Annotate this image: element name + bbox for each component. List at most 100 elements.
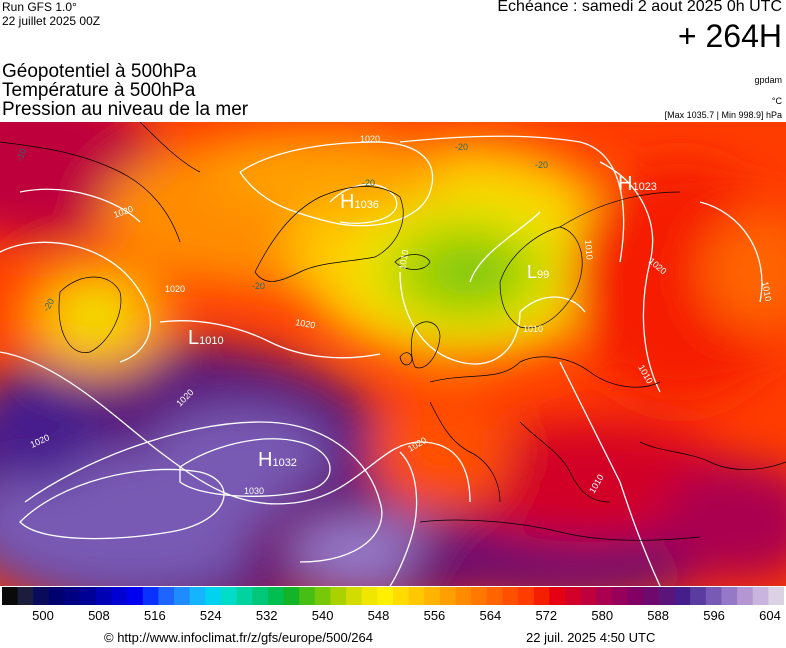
color-scale-swatch (17, 587, 34, 605)
color-scale-tick-label: 548 (367, 608, 390, 623)
color-scale-swatch (377, 587, 394, 605)
pressure-centers: H1036 H1032 H1023 L1010 L99 (188, 173, 657, 471)
color-scale-tick-label: 556 (423, 608, 446, 623)
unit-geopotential: gpdam (754, 75, 782, 85)
low-center-scandinavia: L99 (527, 262, 549, 282)
color-scale-swatch (674, 587, 691, 605)
coastlines (0, 122, 786, 541)
color-scale-tick-label: 596 (703, 608, 725, 623)
color-scale-swatch (314, 587, 331, 605)
geopotential-field (0, 122, 786, 586)
color-scale-labels: 500 508 516 524 532 540 548 556 564 572 580 588 596 6… (0, 608, 786, 626)
color-scale-bar (2, 587, 784, 605)
title-temperature: Température à 500hPa (2, 80, 196, 101)
color-scale-swatch (502, 587, 519, 605)
color-scale-swatch (158, 587, 175, 605)
color-scale-swatch (408, 587, 425, 605)
color-scale-swatch (111, 587, 128, 605)
forecast-valid-time: Echéance : samedi 2 aout 2025 0h UTC (497, 0, 782, 15)
color-scale-swatch (361, 587, 378, 605)
color-scale-swatch (142, 587, 159, 605)
isobar-label: 1020 (360, 134, 380, 144)
color-scale-tick-label: 604 (759, 608, 781, 623)
color-scale-swatch (752, 587, 769, 605)
color-scale-swatch (299, 587, 316, 605)
isobar-label: 1020 (295, 317, 316, 330)
render-timestamp: 22 juil. 2025 4:50 UTC (526, 630, 656, 645)
color-scale-swatch (549, 587, 566, 605)
title-geopotential: Géopotentiel à 500hPa (2, 61, 197, 82)
unit-temperature: °C (771, 96, 782, 106)
color-scale-swatch (189, 587, 206, 605)
temperature-label: -20 (252, 281, 265, 291)
color-scale-swatch (643, 587, 660, 605)
map-titles: Géopotentiel à 500hPa Température à 500h… (2, 62, 248, 119)
forecast-lead-time: + 264H (677, 18, 782, 54)
color-scale-swatch (205, 587, 222, 605)
low-center-atlantic: L1010 (188, 327, 224, 349)
pressure-max-min: [Max 1035.7 | Min 998.9] hPa (664, 110, 782, 120)
color-scale-swatch (236, 587, 253, 605)
isobars (0, 135, 763, 586)
color-scale-swatch (768, 587, 784, 605)
color-scale-swatch (580, 587, 597, 605)
high-center-greenland: H1036 (340, 191, 379, 213)
color-scale-swatch (721, 587, 738, 605)
color-scale-tick-label: 532 (255, 608, 278, 623)
color-scale-swatch (533, 587, 550, 605)
color-scale-swatch (424, 587, 441, 605)
color-scale-swatch (439, 587, 457, 605)
run-info: Run GFS 1.0° 22 juillet 2025 00Z (2, 0, 100, 28)
color-scale-swatch (455, 587, 472, 605)
color-scale-swatch (486, 587, 503, 605)
temperature-label: -20 (362, 178, 375, 188)
isobar-label: 1020 (165, 284, 185, 294)
isobar-label: 1010 (523, 324, 543, 334)
temperature-label: -20 (535, 160, 548, 170)
color-scale-swatch (705, 587, 722, 605)
color-scale-swatch (64, 587, 81, 605)
color-scale-tick-label: 524 (199, 608, 222, 623)
color-scale-swatch (658, 587, 676, 605)
color-scale-swatch (127, 587, 144, 605)
run-date: 22 juillet 2025 00Z (2, 14, 101, 28)
isobar-label: 1010 (397, 249, 410, 270)
color-scale-swatch (174, 587, 191, 605)
high-center-azores: H1032 (258, 449, 297, 471)
color-scale-swatch (565, 587, 582, 605)
color-scale-tick-label: 516 (143, 608, 166, 623)
isobar-label: 1010 (760, 281, 773, 302)
run-model: Run GFS 1.0° (2, 0, 77, 14)
high-center-russia: H1023 (618, 173, 657, 195)
color-scale-swatch (393, 587, 410, 605)
color-scale-swatch (518, 587, 535, 605)
color-scale-swatch (48, 587, 66, 605)
color-scale-swatch (330, 587, 347, 605)
temperature-label: -20 (455, 142, 468, 152)
color-scale-swatch (2, 587, 19, 605)
color-scale-swatch (220, 587, 238, 605)
color-scale-swatch (95, 587, 112, 605)
color-scale-swatch (611, 587, 629, 605)
color-scale-swatch (252, 587, 269, 605)
color-scale-swatch (627, 587, 644, 605)
color-scale-swatch (737, 587, 754, 605)
color-scale-swatch (346, 587, 363, 605)
color-scale-tick-label: 588 (647, 608, 669, 623)
color-scale-swatch (267, 587, 285, 605)
color-scale-swatch (33, 587, 50, 605)
color-scale-swatch (471, 587, 488, 605)
temperature-label: -10 (14, 147, 28, 163)
color-scale-tick-label: 508 (88, 608, 110, 623)
color-scale-swatch (596, 587, 613, 605)
source-url: © http://www.infoclimat.fr/z/gfs/europe/… (104, 630, 373, 645)
forecast-map: H1036 H1032 H1023 L1010 L99 1020 1020 10… (0, 122, 786, 586)
temperature-labels: -20 -20 -20 -20 -20 -10 (14, 142, 548, 313)
isobar-label: 1030 (244, 486, 264, 496)
color-scale-tick-label: 564 (479, 608, 502, 623)
color-scale-swatch (690, 587, 707, 605)
color-scale-tick-label: 540 (311, 608, 334, 623)
color-scale-tick-label: 572 (535, 608, 558, 623)
color-scale-swatch (283, 587, 300, 605)
color-scale-swatch (80, 587, 97, 605)
